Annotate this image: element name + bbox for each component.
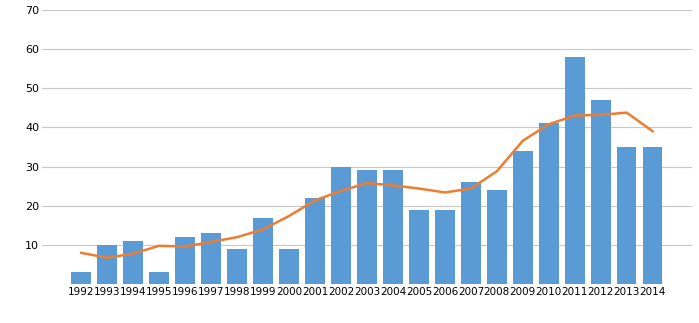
Bar [71, 273, 91, 284]
Bar [539, 123, 559, 284]
Bar [227, 249, 247, 284]
Bar [643, 147, 663, 284]
Bar [409, 210, 428, 284]
Bar [383, 171, 403, 284]
Bar [617, 147, 637, 284]
Bar [591, 100, 610, 284]
Bar [201, 233, 221, 284]
Bar [461, 182, 481, 284]
Bar [565, 57, 584, 284]
Bar [150, 273, 169, 284]
Bar [305, 198, 325, 284]
Bar [175, 237, 195, 284]
Bar [280, 249, 298, 284]
Bar [357, 171, 377, 284]
Bar [487, 190, 507, 284]
Bar [97, 245, 117, 284]
Bar [331, 167, 351, 284]
Bar [253, 218, 273, 284]
Bar [124, 241, 143, 284]
Bar [513, 151, 533, 284]
Bar [435, 210, 454, 284]
